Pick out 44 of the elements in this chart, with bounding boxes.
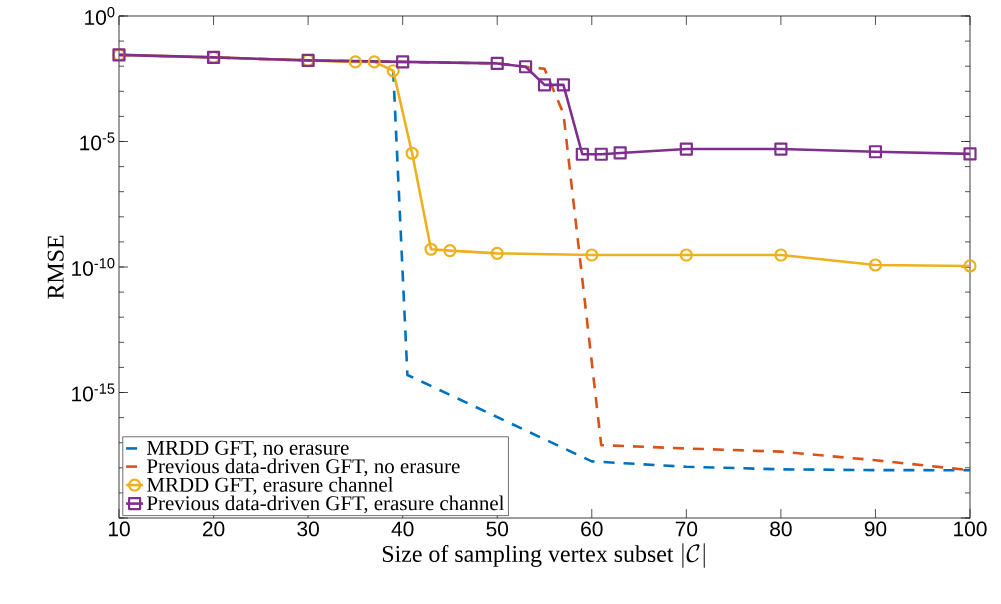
point	[679, 248, 693, 262]
y-tick-label: 10$^{0}$	[85, 7, 115, 25]
x-tick-label: 90	[864, 521, 887, 537]
point	[679, 142, 693, 156]
point	[613, 146, 627, 160]
point	[396, 55, 410, 69]
point	[424, 242, 438, 256]
x-tick-label: 80	[770, 521, 792, 537]
point	[518, 60, 533, 74]
legend-label: Previous data-driven GFT, erasure channel	[147, 495, 505, 514]
point	[575, 147, 589, 161]
x-tick-label: 60	[581, 521, 603, 537]
point	[490, 246, 504, 260]
x-tick-label: 20	[202, 521, 225, 537]
legend-label: MRDD GFT, erasure channel	[147, 477, 394, 495]
legend-label: Previous data-driven GFT, no erasure	[147, 458, 460, 477]
x-tick-label: 100	[954, 521, 987, 537]
y-axis-title: RMSE	[47, 235, 64, 299]
point	[594, 147, 608, 161]
point	[556, 78, 571, 92]
legend-label: MRDD GFT, no erasure	[147, 440, 349, 458]
point	[348, 55, 362, 69]
x-axis-title: $\mbox{Size of sampling vertex subset }|\mathcal{C}|$	[382, 543, 705, 568]
point	[774, 142, 788, 156]
point	[774, 248, 788, 262]
y-tick-label: 10$^{-5}$	[80, 132, 115, 151]
y-tick-label: 10$^{-15}$	[72, 383, 115, 402]
point	[585, 248, 599, 262]
point	[537, 78, 552, 92]
point	[868, 145, 883, 159]
y-tick-label: 10$^{-10}$	[72, 258, 115, 276]
point	[868, 258, 883, 272]
point	[367, 55, 381, 69]
point	[963, 147, 977, 161]
x-tick-label: 70	[675, 521, 698, 537]
point	[963, 259, 977, 273]
x-tick-label: 10	[108, 521, 130, 537]
point	[405, 146, 419, 160]
point	[386, 64, 400, 78]
point	[490, 56, 504, 71]
x-tick-label: 50	[486, 521, 509, 537]
x-tick-label: 40	[391, 521, 414, 537]
x-tick-label: 30	[297, 521, 319, 537]
point	[443, 244, 457, 258]
